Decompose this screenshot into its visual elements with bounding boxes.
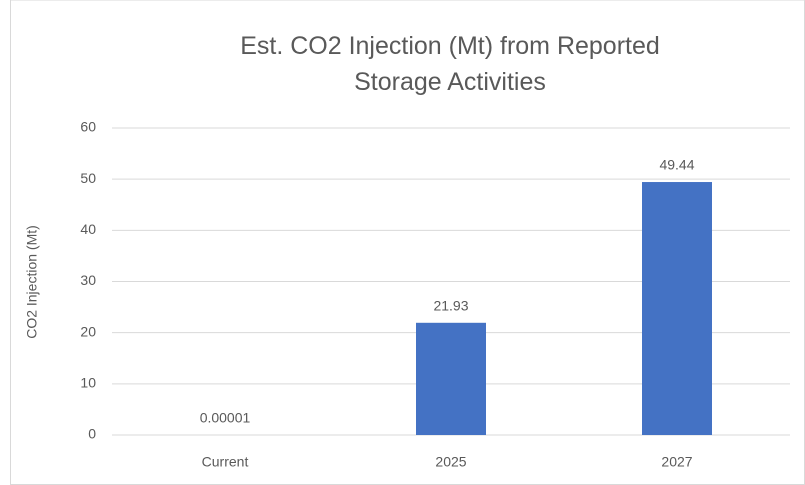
y-tick-label: 0	[88, 426, 96, 442]
y-tick-label: 20	[80, 323, 96, 339]
x-tick-label: Current	[202, 454, 249, 470]
x-tick-label: 2027	[661, 454, 692, 470]
y-tick-label: 50	[80, 170, 96, 186]
y-tick-label: 40	[80, 221, 96, 237]
y-tick-label: 60	[80, 119, 96, 135]
data-label: 21.93	[433, 297, 468, 313]
y-axis-label: CO2 Injection (Mt)	[24, 225, 40, 339]
bar	[416, 322, 486, 435]
bar	[642, 182, 712, 435]
data-label: 0.00001	[200, 410, 251, 426]
chart-title: Est. CO2 Injection (Mt) from Reported St…	[240, 32, 660, 96]
x-tick-label: 2025	[435, 454, 466, 470]
y-tick-label: 30	[80, 272, 96, 288]
data-label: 49.44	[659, 157, 694, 173]
y-tick-label: 10	[80, 375, 96, 391]
